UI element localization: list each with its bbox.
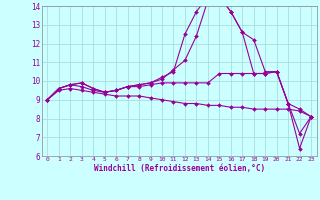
X-axis label: Windchill (Refroidissement éolien,°C): Windchill (Refroidissement éolien,°C): [94, 164, 265, 173]
